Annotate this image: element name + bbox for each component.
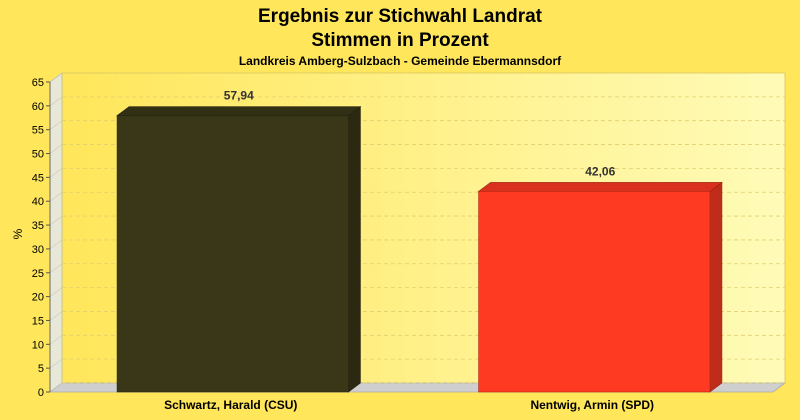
y-tick-label: 50: [32, 149, 44, 161]
y-tick-label: 0: [38, 387, 44, 399]
bar-2: 42,06: [477, 164, 723, 393]
y-tick-label: 20: [32, 292, 44, 304]
y-tick-label: 5: [38, 363, 44, 375]
y-tick-label: 65: [32, 77, 44, 89]
bar-value-label: 42,06: [585, 164, 615, 178]
y-axis-label: %: [11, 228, 25, 239]
bar-1: 57,94: [116, 89, 362, 393]
category-labels: Schwartz, Harald (CSU) Nentwig, Armin (SP…: [164, 398, 654, 412]
gridline-side: [49, 215, 63, 226]
gridline-side: [49, 287, 63, 297]
y-tick-label: 45: [32, 172, 44, 184]
y-tick-label: 25: [32, 268, 44, 280]
category-label: Schwartz, Harald (CSU): [164, 398, 297, 412]
chart-title: Ergebnis zur Stichwahl Landrat: [258, 6, 543, 27]
y-tick-label: 35: [32, 220, 44, 232]
gridline-side: [49, 335, 63, 345]
y-tick-label: 55: [32, 125, 44, 137]
gridline-side: [49, 263, 63, 274]
gridline-side: [49, 311, 63, 321]
gridline-side: [49, 382, 63, 393]
gridline-side: [49, 96, 63, 107]
bar-front: [116, 115, 349, 393]
category-label: Nentwig, Armin (SPD): [530, 398, 654, 412]
y-axis-ticks: 0 5 10 15 20 25 30 35 40 45 50 55 60 65: [32, 77, 51, 399]
bar-top: [116, 106, 362, 116]
gridline-side: [49, 239, 63, 250]
gridline-side: [49, 120, 63, 130]
bar-value-label: 57,94: [224, 89, 254, 103]
y-tick-label: 15: [32, 315, 44, 327]
y-tick-label: 60: [32, 101, 44, 113]
bar-front: [478, 191, 711, 393]
y-tick-label: 10: [32, 339, 44, 351]
y-tick-label: 30: [32, 244, 44, 256]
gridline-side: [49, 144, 63, 154]
gridline-side: [49, 191, 63, 202]
gridline-side: [49, 72, 63, 83]
gridline-side: [49, 358, 63, 369]
chart-subtitle: Landkreis Amberg-Sulzbach - Gemeinde Ebe…: [239, 54, 562, 68]
gridline-side: [49, 168, 63, 178]
bars: 57,94 42,06: [116, 89, 723, 393]
chart-title-line-2: Stimmen in Prozent: [311, 30, 489, 51]
plot-left-wall: [49, 72, 63, 393]
y-tick-label: 40: [32, 196, 44, 208]
bar-side: [348, 106, 361, 393]
bar-top: [477, 182, 723, 192]
bar-side: [709, 181, 723, 393]
